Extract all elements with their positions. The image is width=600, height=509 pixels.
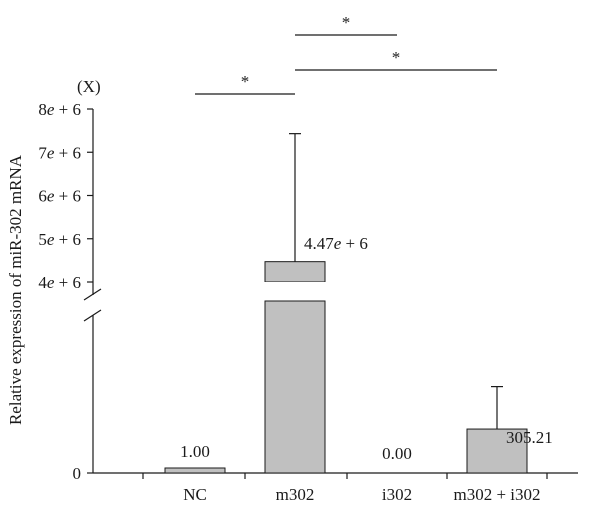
bar-break-gap xyxy=(264,282,326,300)
x-tick-label: NC xyxy=(183,485,207,504)
y-axis-multiplier: (X) xyxy=(77,77,101,96)
data-label: 305.21 xyxy=(506,428,553,447)
value-labels-group: 1.00 4.47e + 6 0.00 305.21 xyxy=(180,234,553,463)
y-tick-label: 6e + 6 xyxy=(38,187,81,206)
bar xyxy=(264,300,326,474)
y-tick-label: 0 xyxy=(73,464,82,483)
bar xyxy=(164,467,226,474)
x-tick-label: m302 + i302 xyxy=(453,485,540,504)
axis-group: 0 4e + 6 5e + 6 6e + 6 7e + 6 8e + 6 NC m302 i30… xyxy=(38,100,578,504)
y-tick-label: 4e + 6 xyxy=(38,273,81,292)
y-axis-label: Relative expression of miR-302 mRNA xyxy=(6,154,25,425)
significance-group: * * * xyxy=(195,13,497,95)
data-label: 1.00 xyxy=(180,442,210,461)
axis-break-mark xyxy=(83,288,102,301)
y-tick-label: 7e + 6 xyxy=(38,143,81,162)
data-label: 4.47e + 6 xyxy=(304,234,368,253)
x-tick-label: i302 xyxy=(382,485,412,504)
bars-group xyxy=(164,261,528,474)
data-label: 0.00 xyxy=(382,444,412,463)
bar xyxy=(264,261,326,283)
y-tick-label: 5e + 6 xyxy=(38,230,81,249)
axis-break-mark xyxy=(83,309,102,322)
significance-star: * xyxy=(342,13,351,32)
significance-star: * xyxy=(241,72,250,91)
error-bars-group xyxy=(289,133,503,430)
x-tick-label: m302 xyxy=(276,485,315,504)
y-tick-label: 8e + 6 xyxy=(38,100,81,119)
significance-star: * xyxy=(392,48,401,67)
bar xyxy=(466,428,528,474)
